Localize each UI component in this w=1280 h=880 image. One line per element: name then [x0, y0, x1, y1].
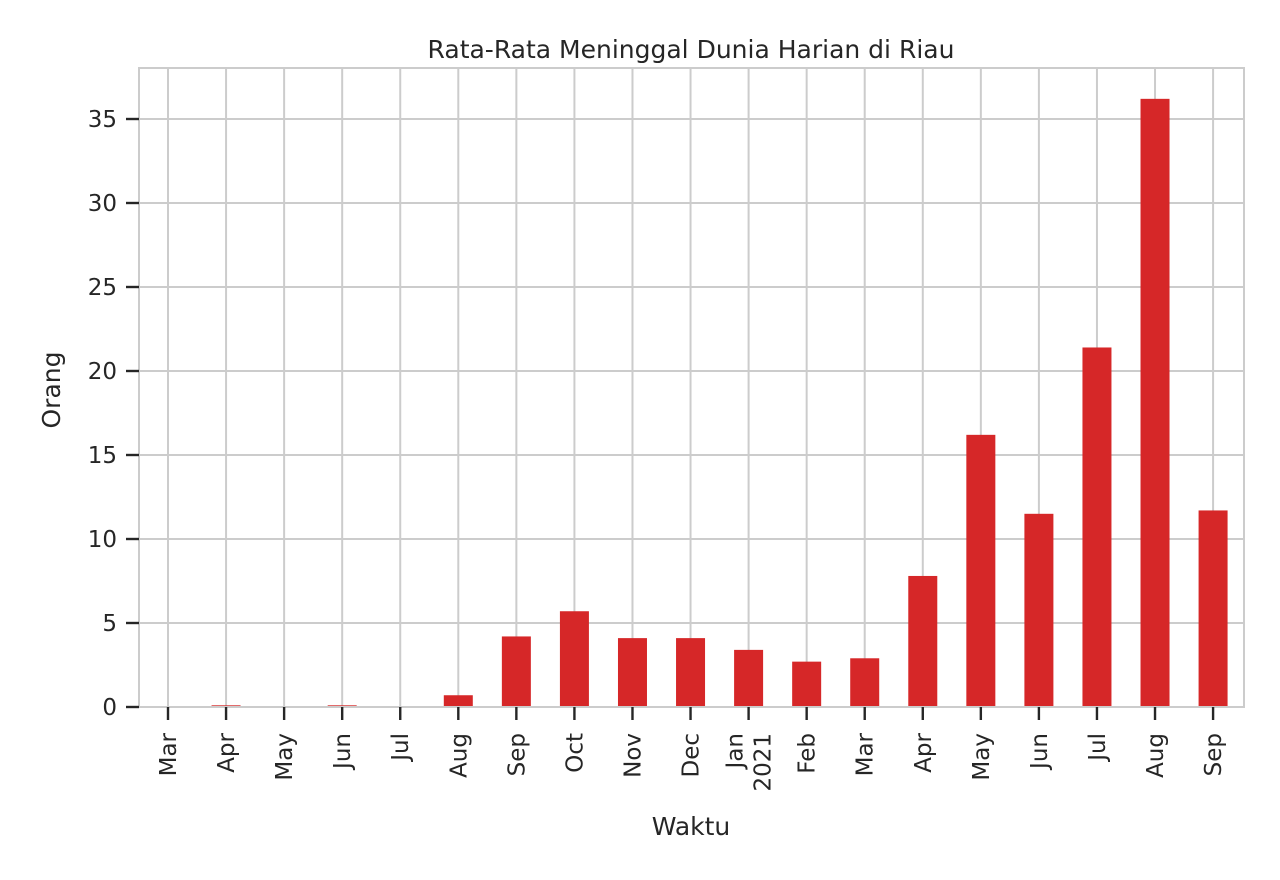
x-tick-label: Feb	[795, 733, 821, 774]
y-tick-label: 25	[88, 275, 117, 301]
y-tick-label: 10	[88, 527, 117, 553]
x-tick-label: Sep	[504, 733, 530, 776]
y-tick-label: 30	[88, 191, 117, 217]
x-tick-label: Jul	[1085, 733, 1111, 763]
bar	[1198, 510, 1228, 707]
bar	[617, 638, 647, 707]
x-axis-label: Waktu	[652, 812, 731, 841]
chart-title: Rata-Rata Meninggal Dunia Harian di Riau	[428, 35, 955, 64]
x-tick-label: Jul	[388, 733, 414, 763]
bar	[676, 638, 706, 707]
x-tick-label: Jun	[330, 733, 356, 771]
x-tick-label: Sep	[1201, 733, 1227, 776]
bar	[1024, 513, 1054, 707]
x-tick-label: May	[969, 733, 995, 781]
x-tick-label: Apr	[911, 732, 937, 772]
y-axis-label: Orang	[37, 352, 66, 429]
bar	[850, 658, 880, 707]
tick-layer: 0 5 10 15 20 25 30 35 Mar Apr May Jun Jul Aug Sep Oct No…	[88, 107, 1227, 792]
x-tick-label: Mar	[853, 732, 879, 776]
y-tick-label: 15	[88, 443, 117, 469]
x-tick-label: Aug	[446, 733, 472, 778]
x-tick-label: Jan2021	[723, 733, 777, 792]
bar	[966, 434, 996, 707]
x-tick-label: May	[272, 733, 298, 781]
y-tick-label: 20	[88, 359, 117, 385]
x-tick-label: Jun	[1027, 733, 1053, 771]
bar	[1140, 98, 1170, 708]
x-tick-label: Aug	[1143, 733, 1169, 778]
x-tick-label: Mar	[156, 732, 182, 776]
bar	[443, 695, 473, 707]
bar	[501, 636, 531, 707]
y-tick-label: 35	[88, 107, 117, 133]
bar	[559, 611, 589, 707]
x-tick-label-line: 2021	[751, 733, 777, 792]
x-tick-label: Oct	[562, 733, 588, 773]
y-tick-label: 5	[102, 611, 117, 637]
grid-layer	[139, 68, 1244, 708]
x-tick-label: Apr	[214, 732, 240, 772]
bar	[1082, 347, 1112, 707]
x-tick-label-line: Jan	[723, 733, 749, 770]
bar	[792, 661, 822, 707]
y-tick-label: 0	[102, 695, 117, 721]
x-tick-label: Dec	[679, 733, 705, 778]
bar-layer	[211, 98, 1228, 708]
bar	[734, 649, 764, 707]
x-tick-label: Nov	[620, 733, 646, 778]
bar	[908, 575, 938, 707]
